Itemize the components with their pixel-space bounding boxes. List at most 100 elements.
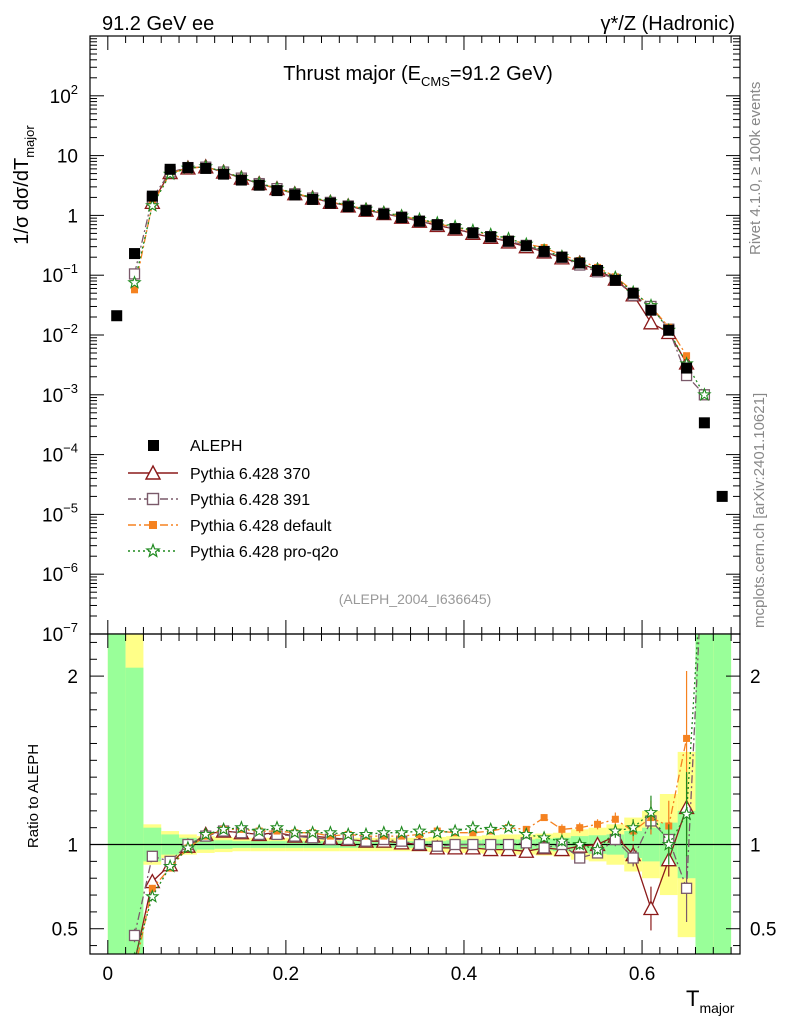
point-aleph — [609, 274, 621, 286]
x-tick-label: 0.4 — [451, 964, 478, 985]
ratio-point-pythia-6-428-391 — [128, 929, 141, 942]
ratio-point-pythia-6-428-default — [131, 967, 138, 974]
point-aleph — [164, 163, 176, 175]
ratio-ylabel: Ratio to ALEPH — [25, 744, 42, 848]
ratio-point-pythia-6-428-pro-q2o — [554, 833, 570, 848]
point-pythia-6-428-pro-q2o — [697, 387, 712, 401]
ratio-point-pythia-6-428-391 — [146, 850, 158, 862]
legend-marker-default — [149, 521, 157, 529]
point-aleph — [574, 257, 586, 269]
ratio-line-pythia-6-428-391 — [133, 634, 700, 936]
ratio-panel: 0.5 0.5 1 1 2 2 0 0.2 0.4 0.6 Ratio to ALEPH Tmaj… — [25, 519, 776, 1016]
ratio-point-pythia-6-428-pro-q2o — [430, 825, 445, 839]
line-pythia-6-428-default — [133, 166, 688, 357]
y-tick-label-main: 10−1 — [42, 261, 78, 287]
ratio-point-pythia-6-428-391 — [680, 882, 693, 894]
ratio-point-pythia-6-428-pro-q2o — [661, 836, 677, 851]
x-tick-label: 0.2 — [273, 964, 299, 985]
point-aleph — [681, 362, 693, 374]
ratio-point-pythia-6-428-pro-q2o — [180, 840, 196, 854]
legend-entry-default: Pythia 6.428 default — [128, 518, 332, 535]
y-tick-label-main: 10−6 — [42, 560, 78, 586]
ratio-point-pythia-6-428-391 — [449, 838, 461, 851]
ratio-point-pythia-6-428-pro-q2o — [625, 820, 641, 834]
line-pythia-6-428-pro-q2o — [133, 166, 705, 396]
point-aleph — [485, 231, 497, 243]
ratio-point-pythia-6-428-pro-q2o — [465, 820, 481, 834]
ratio-frame — [89, 633, 741, 955]
point-aleph — [698, 417, 710, 429]
point-pythia-6-428-pro-q2o — [145, 198, 160, 212]
y-tick-label-ratio: 2 — [67, 667, 78, 688]
legend-label-proq2o: Pythia 6.428 pro-q2o — [190, 544, 339, 561]
line-pythia-6-428-370 — [151, 166, 688, 364]
ratio-point-pythia-6-428-391 — [538, 842, 550, 854]
ratio-point-pythia-6-428-default — [398, 832, 406, 840]
point-aleph — [218, 168, 230, 180]
legend-label-370: Pythia 6.428 370 — [190, 466, 310, 483]
ratio-point-pythia-6-428-pro-q2o — [679, 806, 694, 821]
y-tick-label-main: 10−7 — [42, 620, 78, 646]
ratio-point-pythia-6-428-pro-q2o — [323, 825, 338, 839]
x-tick-label: 0 — [103, 964, 114, 985]
ratio-series-group — [128, 519, 710, 974]
ratio-point-pythia-6-428-391 — [413, 838, 426, 851]
ratio-point-pythia-6-428-391 — [699, 520, 709, 530]
point-pythia-6-428-pro-q2o — [127, 275, 142, 289]
point-aleph — [663, 324, 675, 336]
y-tick-label-main: 10−4 — [42, 441, 78, 467]
point-aleph — [645, 304, 657, 316]
ratio-point-pythia-6-428-default — [326, 832, 334, 840]
point-aleph — [378, 208, 390, 220]
ratio-point-pythia-6-428-pro-q2o — [394, 825, 409, 839]
ratio-data-marks — [90, 519, 740, 974]
ratio-point-pythia-6-428-pro-q2o — [412, 823, 427, 838]
point-aleph — [129, 248, 141, 260]
y-tick-label-main: 102 — [50, 82, 78, 108]
ratio-point-pythia-6-428-370 — [642, 900, 660, 916]
point-aleph — [592, 264, 604, 276]
point-pythia-6-428-default — [683, 352, 691, 360]
line-pythia-6-428-391 — [133, 166, 705, 396]
legend-marker-proq2o — [145, 542, 161, 558]
ratio-point-pythia-6-428-370 — [128, 955, 142, 968]
ratio-point-pythia-6-428-pro-q2o — [198, 826, 214, 841]
point-aleph — [556, 251, 568, 263]
ratio-point-pythia-6-428-pro-q2o — [643, 804, 659, 819]
main-frame — [89, 35, 741, 635]
ratio-point-pythia-6-428-pro-q2o — [358, 826, 374, 841]
point-aleph — [271, 185, 283, 197]
ratio-point-pythia-6-428-pro-q2o — [699, 519, 710, 530]
ratio-point-pythia-6-428-391 — [520, 837, 532, 849]
ratio-point-pythia-6-428-391 — [627, 852, 639, 864]
point-aleph — [146, 190, 158, 202]
legend-entry-aleph: ALEPH — [148, 438, 242, 455]
y-tick-label-main: 10 — [57, 147, 78, 168]
analysis-watermark: (ALEPH_2004_I636645) — [339, 591, 492, 607]
point-aleph — [431, 219, 443, 231]
point-aleph — [182, 162, 194, 174]
ratio-point-pythia-6-428-pro-q2o — [447, 823, 463, 838]
ratio-point-pythia-6-428-default — [594, 820, 602, 828]
ratio-point-pythia-6-428-pro-q2o — [216, 821, 231, 836]
y-tick-label-ratio-right: 2 — [750, 667, 761, 688]
ratio-point-pythia-6-428-pro-q2o — [536, 830, 552, 844]
ratio-point-pythia-6-428-pro-q2o — [590, 841, 605, 856]
main-data-marks — [111, 158, 728, 502]
ratio-point-pythia-6-428-pro-q2o — [608, 823, 623, 838]
ratio-point-pythia-6-428-391 — [485, 838, 497, 851]
ratio-point-pythia-6-428-default — [683, 734, 691, 742]
ratio-point-pythia-6-428-default — [611, 815, 619, 823]
header-left: 91.2 GeV ee — [102, 13, 214, 35]
y-tick-label-ratio-right: 0.5 — [750, 920, 776, 941]
legend: ALEPH Pythia 6.428 370 Pythia 6.428 391 … — [128, 438, 339, 561]
ratio-point-pythia-6-428-default — [576, 824, 584, 832]
y-tick-label-ratio: 0.5 — [52, 920, 78, 941]
ratio-point-pythia-6-428-391 — [467, 838, 479, 851]
ratio-point-pythia-6-428-pro-q2o — [483, 821, 498, 836]
main-panel: 10−7 10−6 10−5 10−4 10−3 10−2 10−1 1 10 102 Thrus… — [11, 35, 741, 646]
point-aleph — [307, 193, 319, 205]
legend-marker-391 — [146, 492, 160, 506]
ratio-point-pythia-6-428-391 — [431, 840, 443, 852]
main-ylabel: 1/σ dσ/dTmajor — [11, 125, 37, 245]
